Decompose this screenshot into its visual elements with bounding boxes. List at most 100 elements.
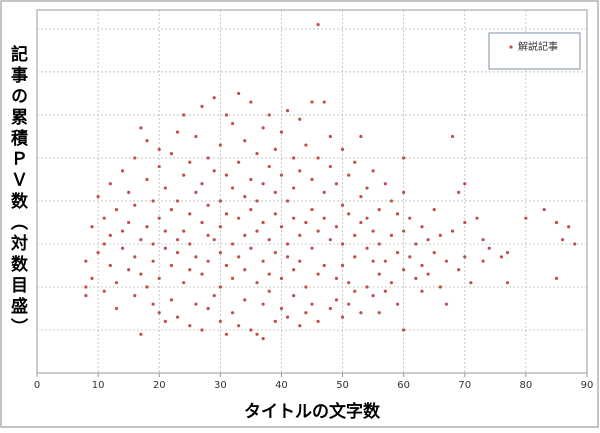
- point: [120, 229, 125, 233]
- point: [90, 276, 94, 280]
- point: [316, 319, 320, 323]
- point: [310, 246, 314, 250]
- point: [298, 169, 302, 173]
- point: [328, 134, 332, 139]
- point: [224, 212, 229, 216]
- legend-box: [488, 32, 581, 70]
- point: [243, 298, 247, 302]
- point: [322, 216, 326, 220]
- point: [84, 285, 88, 289]
- point: [347, 212, 351, 216]
- point: [212, 238, 216, 242]
- point: [84, 293, 88, 298]
- point: [169, 263, 174, 268]
- point: [573, 242, 577, 246]
- point: [194, 255, 198, 259]
- point: [377, 272, 381, 276]
- point: [481, 238, 485, 242]
- point: [163, 319, 167, 323]
- point: [114, 207, 119, 212]
- point: [261, 182, 265, 186]
- point: [347, 302, 351, 306]
- point: [206, 233, 210, 237]
- point: [316, 156, 320, 160]
- point: [304, 285, 308, 289]
- point: [292, 186, 296, 190]
- point: [218, 319, 222, 323]
- x-tick-label: 70: [458, 380, 471, 391]
- point: [188, 212, 192, 216]
- point: [120, 246, 125, 250]
- point: [402, 156, 406, 160]
- point: [371, 259, 375, 263]
- point: [218, 285, 222, 289]
- point: [108, 233, 112, 237]
- point: [340, 263, 345, 268]
- point: [420, 225, 424, 229]
- point: [353, 255, 357, 259]
- point: [371, 293, 375, 298]
- point: [389, 281, 394, 285]
- point: [230, 186, 235, 190]
- point: [84, 259, 88, 263]
- point: [438, 233, 442, 237]
- point: [182, 229, 186, 233]
- point: [334, 225, 339, 229]
- point: [310, 100, 314, 104]
- point: [426, 238, 430, 242]
- point: [102, 289, 106, 293]
- point: [273, 190, 277, 194]
- point: [224, 113, 229, 117]
- point: [249, 246, 253, 250]
- point: [206, 259, 210, 263]
- point: [237, 324, 241, 328]
- legend-label: 解説記事: [518, 40, 558, 53]
- point: [481, 259, 485, 263]
- point: [279, 225, 284, 229]
- point: [261, 126, 265, 130]
- point: [194, 134, 198, 139]
- point: [310, 177, 314, 182]
- point: [402, 268, 406, 272]
- point: [487, 246, 491, 250]
- point: [402, 328, 406, 332]
- point: [230, 242, 235, 246]
- point: [206, 156, 210, 160]
- point: [267, 238, 271, 242]
- point: [371, 229, 375, 233]
- point: [310, 302, 314, 306]
- legend-marker: [509, 45, 513, 49]
- point: [133, 255, 137, 259]
- point: [457, 190, 461, 194]
- point: [200, 272, 204, 276]
- point: [420, 289, 424, 293]
- point: [499, 255, 504, 259]
- point: [145, 139, 149, 143]
- point: [212, 169, 216, 173]
- point: [377, 207, 381, 212]
- point: [163, 229, 167, 233]
- point: [292, 268, 296, 272]
- point: [432, 207, 436, 212]
- point: [230, 121, 235, 126]
- point: [292, 293, 296, 298]
- point: [542, 207, 546, 212]
- point: [267, 289, 271, 293]
- point: [340, 315, 345, 319]
- point: [524, 216, 528, 220]
- point: [249, 207, 253, 212]
- point: [469, 281, 473, 285]
- point: [151, 242, 155, 246]
- point: [188, 324, 192, 328]
- point: [127, 190, 131, 194]
- point: [420, 263, 424, 268]
- point: [328, 238, 332, 242]
- point: [304, 311, 308, 315]
- point: [145, 285, 149, 289]
- point: [432, 250, 436, 255]
- point: [304, 143, 308, 147]
- point: [298, 324, 302, 328]
- point: [328, 164, 332, 169]
- point: [353, 160, 357, 164]
